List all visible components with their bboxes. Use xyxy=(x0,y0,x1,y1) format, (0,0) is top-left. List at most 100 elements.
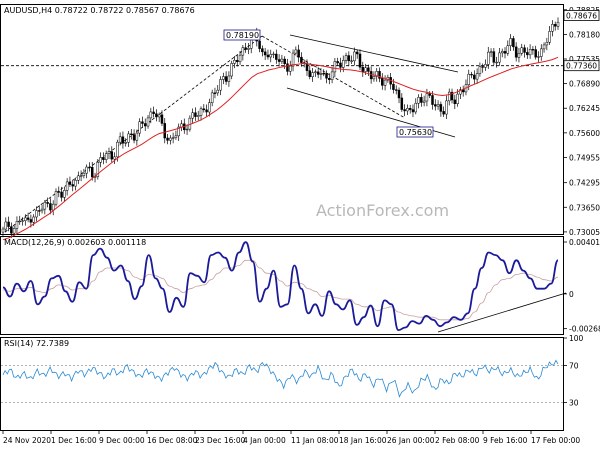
candle-body xyxy=(523,47,526,53)
rsi-chart xyxy=(1,359,563,403)
candle-body xyxy=(146,117,150,127)
candle-body xyxy=(325,73,328,79)
candle-body xyxy=(406,108,409,112)
candle-body xyxy=(152,111,155,115)
candle-body xyxy=(266,54,270,58)
candle-body xyxy=(216,89,219,94)
candle-body xyxy=(456,93,459,104)
price-y-tick-label: 0.76245 xyxy=(569,104,600,113)
candle-body xyxy=(7,221,10,227)
candle-body xyxy=(512,38,515,48)
candle-body xyxy=(425,93,429,102)
candle-body xyxy=(297,49,300,58)
macd-panel-frame xyxy=(0,236,564,335)
candle-body xyxy=(280,58,284,62)
candle-body xyxy=(350,60,353,62)
x-tick-label: 11 Jan 08:00 xyxy=(291,436,339,445)
candle-body xyxy=(467,73,471,86)
candle-body xyxy=(96,162,100,177)
candle-body xyxy=(361,66,365,72)
candle-body xyxy=(244,47,247,50)
candle-body xyxy=(160,114,164,124)
candle-body xyxy=(291,52,295,67)
candle-body xyxy=(213,92,217,94)
candle-body xyxy=(503,51,507,54)
x-tick-label: 23 Dec 16:00 xyxy=(195,436,246,445)
candle-body xyxy=(247,48,250,50)
candle-body xyxy=(453,99,457,104)
candle-body xyxy=(372,76,376,80)
candle-body xyxy=(333,61,337,73)
candle-body xyxy=(155,113,158,118)
x-tick-label: 9 Feb 16:00 xyxy=(483,436,528,445)
candle-body xyxy=(135,132,139,141)
candle-body xyxy=(99,157,102,163)
candle-body xyxy=(233,60,236,64)
candle-body xyxy=(12,228,16,234)
candle-body xyxy=(364,67,367,72)
candle-body xyxy=(439,104,443,112)
candle-body xyxy=(330,71,334,80)
macd-chart-title: MACD(12,26,9) 0.002603 0.001118 xyxy=(4,238,146,247)
macd-y-tick-label: -0.002687 xyxy=(569,325,600,334)
candle-body xyxy=(442,111,445,115)
candle-body xyxy=(450,91,454,101)
candle-body xyxy=(180,123,183,128)
candle-body xyxy=(104,153,108,160)
candle-body xyxy=(316,71,320,75)
candle-body xyxy=(1,228,5,233)
price-y-tick-label: 0.75600 xyxy=(569,129,600,138)
candle-body xyxy=(506,45,510,54)
candle-body xyxy=(65,181,69,191)
price-y-tick-label: 0.77535 xyxy=(569,55,600,64)
candle-body xyxy=(275,53,278,60)
candle-body xyxy=(484,64,487,68)
annotation-low-box xyxy=(396,126,434,138)
candle-body xyxy=(138,121,141,134)
candle-body xyxy=(74,179,77,187)
candle-body xyxy=(520,47,523,54)
rsi-chart-title: RSI(14) 72.7389 xyxy=(4,339,69,348)
candle-body xyxy=(263,51,267,56)
candle-body xyxy=(375,71,378,77)
candle-body xyxy=(553,24,557,27)
candle-body xyxy=(196,115,200,117)
candle-body xyxy=(38,210,41,212)
candle-body xyxy=(269,54,272,58)
macd-support-line xyxy=(437,292,567,333)
candle-body xyxy=(551,24,554,32)
candle-body xyxy=(353,51,356,62)
price-y-tick-label: 0.74295 xyxy=(569,179,600,188)
candle-body xyxy=(199,108,203,116)
candle-body xyxy=(118,136,122,143)
candle-body xyxy=(51,203,55,211)
candle-body xyxy=(526,52,529,56)
candle-body xyxy=(113,156,116,160)
candle-body xyxy=(500,51,504,54)
x-tick-label: 2 Feb 08:00 xyxy=(435,436,480,445)
candle-body xyxy=(378,71,381,79)
candle-body xyxy=(545,41,549,46)
current-price-label: 0.78676 xyxy=(566,11,597,20)
candle-body xyxy=(336,61,339,64)
candle-body xyxy=(411,109,415,113)
candle-body xyxy=(478,66,482,74)
candle-body xyxy=(381,78,384,86)
swing-line-dashed xyxy=(261,35,406,119)
x-tick-label: 16 Dec 08:00 xyxy=(147,436,198,445)
candle-body xyxy=(517,53,521,58)
price-y-tick-label: 0.74955 xyxy=(569,153,600,162)
candle-body xyxy=(459,89,462,95)
candle-body xyxy=(227,75,231,82)
price-y-tick-label: 0.78180 xyxy=(569,30,600,39)
candle-body xyxy=(169,137,172,141)
candle-body xyxy=(185,128,189,131)
candle-body xyxy=(4,221,8,230)
macd-chart xyxy=(2,241,567,333)
candle-body xyxy=(311,72,314,77)
macd-main-line xyxy=(2,241,559,332)
candle-body xyxy=(63,190,66,198)
macd-y-tick-label: 0 xyxy=(569,290,574,299)
candle-body xyxy=(473,74,476,80)
